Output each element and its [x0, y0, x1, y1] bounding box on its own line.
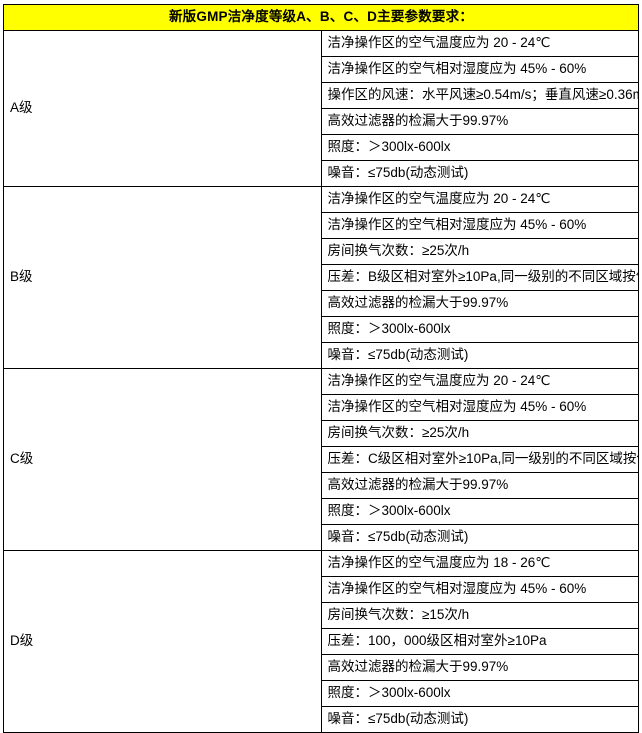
param-d-6: 照度：＞300lx-600lx [320, 680, 639, 707]
param-a-6: 噪音：≤75db(动态测试) [320, 160, 639, 187]
grade-label-b: B级 [3, 186, 322, 369]
param-b-3: 房间换气次数：≥25次/h [320, 238, 639, 265]
param-c-6: 照度：＞300lx-600lx [320, 498, 639, 525]
grade-label-c: C级 [3, 368, 322, 551]
param-d-4: 压差：100，000级区相对室外≥10Pa [320, 628, 639, 655]
title-row: 新版GMP洁净度等级A、B、C、D主要参数要求： [3, 4, 639, 31]
table-row: 照度：＞300lx-600lx [4, 134, 639, 161]
table-row: C级 洁净操作区的空气温度应为 20 - 24℃ [3, 368, 639, 551]
param-d-7: 噪音：≤75db(动态测试) [320, 706, 639, 733]
param-b-2: 洁净操作区的空气相对湿度应为 45% - 60% [320, 212, 639, 239]
param-b-6: 照度：＞300lx-600lx [320, 316, 639, 343]
param-a-3: 操作区的风速：水平风速≥0.54m/s；垂直风速≥0.36m/s [320, 82, 639, 109]
param-a-5: 照度：＞300lx-600lx [320, 134, 639, 161]
table-row: 噪音：≤75db(动态测试) [4, 342, 639, 369]
param-c-1: 洁净操作区的空气温度应为 20 - 24℃ [320, 368, 639, 395]
table-row: 高效过滤器的检漏大于99.97% [4, 472, 639, 499]
grade-label-d: D级 [3, 550, 322, 733]
param-c-4: 压差：C级区相对室外≥10Pa,同一级别的不同区域按气流流向应保持 [320, 446, 639, 473]
table-row: D级 洁净操作区的空气温度应为 18 - 26℃ [3, 550, 639, 733]
table-row: 噪音：≤75db(动态测试) [4, 160, 639, 187]
param-c-7: 噪音：≤75db(动态测试) [320, 524, 639, 551]
param-d-5: 高效过滤器的检漏大于99.97% [320, 654, 639, 681]
param-a-4: 高效过滤器的检漏大于99.97% [320, 108, 639, 135]
table-row: 洁净操作区的空气相对湿度应为 45% - 60% [4, 394, 639, 421]
page-title: 新版GMP洁净度等级A、B、C、D主要参数要求： [3, 4, 639, 31]
param-b-1: 洁净操作区的空气温度应为 20 - 24℃ [320, 186, 639, 213]
grade-label-a: A级 [3, 30, 322, 187]
param-a-1: 洁净操作区的空气温度应为 20 - 24℃ [320, 30, 639, 57]
table-row: A级 洁净操作区的空气温度应为 20 - 24℃ [3, 30, 639, 187]
table-row: 噪音：≤75db(动态测试) [4, 524, 639, 551]
table-row: 压差：C级区相对室外≥10Pa,同一级别的不同区域按气流流向应保持 [4, 446, 639, 473]
param-c-2: 洁净操作区的空气相对湿度应为 45% - 60% [320, 394, 639, 421]
table-row: 操作区的风速：水平风速≥0.54m/s；垂直风速≥0.36m/s [4, 82, 639, 109]
param-c-3: 房间换气次数：≥25次/h [320, 420, 639, 447]
table-row: 照度：＞300lx-600lx [4, 498, 639, 525]
table-row: 照度：＞300lx-600lx [4, 316, 639, 343]
param-b-7: 噪音：≤75db(动态测试) [320, 342, 639, 369]
gmp-parameters-table: 新版GMP洁净度等级A、B、C、D主要参数要求： A级 洁净操作区的空气温度应为… [3, 4, 639, 733]
table-row: 高效过滤器的检漏大于99.97% [4, 290, 639, 317]
param-b-5: 高效过滤器的检漏大于99.97% [320, 290, 639, 317]
table-row: 房间换气次数：≥25次/h [4, 238, 639, 265]
param-d-1: 洁净操作区的空气温度应为 18 - 26℃ [320, 550, 639, 577]
table-row: 压差：B级区相对室外≥10Pa,同一级别的不同区域按气流流向应保持 [4, 264, 639, 291]
table-row: B级 洁净操作区的空气温度应为 20 - 24℃ [3, 186, 639, 369]
table-body: 新版GMP洁净度等级A、B、C、D主要参数要求： A级 洁净操作区的空气温度应为… [3, 4, 639, 733]
param-c-5: 高效过滤器的检漏大于99.97% [320, 472, 639, 499]
param-d-2: 洁净操作区的空气相对湿度应为 45% - 60% [320, 576, 639, 603]
param-a-2: 洁净操作区的空气相对湿度应为 45% - 60% [320, 56, 639, 83]
param-d-3: 房间换气次数：≥15次/h [320, 602, 639, 629]
table-row: 洁净操作区的空气相对湿度应为 45% - 60% [4, 56, 639, 83]
table-row: 洁净操作区的空气相对湿度应为 45% - 60% [4, 212, 639, 239]
param-b-4: 压差：B级区相对室外≥10Pa,同一级别的不同区域按气流流向应保持 [320, 264, 639, 291]
table-row: 房间换气次数：≥25次/h [4, 420, 639, 447]
document-sheet: 新版GMP洁净度等级A、B、C、D主要参数要求： A级 洁净操作区的空气温度应为… [3, 4, 639, 733]
